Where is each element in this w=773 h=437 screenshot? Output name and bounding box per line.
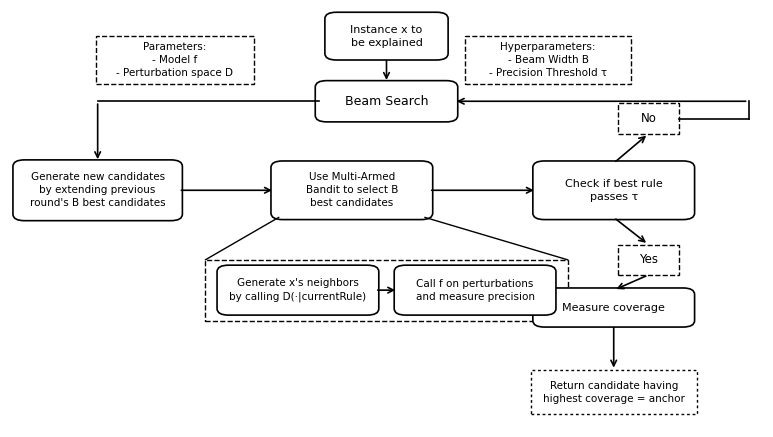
FancyBboxPatch shape (325, 12, 448, 60)
Text: Use Multi-Armed
Bandit to select B
best candidates: Use Multi-Armed Bandit to select B best … (305, 172, 398, 208)
FancyBboxPatch shape (96, 36, 254, 84)
Text: Yes: Yes (638, 253, 658, 266)
FancyBboxPatch shape (465, 36, 631, 84)
FancyBboxPatch shape (533, 288, 695, 327)
Text: Measure coverage: Measure coverage (562, 302, 665, 312)
Text: Check if best rule
passes τ: Check if best rule passes τ (565, 179, 662, 202)
FancyBboxPatch shape (394, 265, 556, 315)
FancyBboxPatch shape (315, 81, 458, 122)
Text: Call f on perturbations
and measure precision: Call f on perturbations and measure prec… (416, 278, 535, 302)
Text: Generate new candidates
by extending previous
round's B best candidates: Generate new candidates by extending pre… (30, 172, 165, 208)
FancyBboxPatch shape (618, 104, 679, 134)
Text: Generate x's neighbors
by calling D(·|currentRule): Generate x's neighbors by calling D(·|cu… (230, 278, 366, 302)
Text: Beam Search: Beam Search (345, 95, 428, 108)
FancyBboxPatch shape (217, 265, 379, 315)
Text: No: No (641, 112, 656, 125)
Text: Parameters:
- Model f
- Perturbation space D: Parameters: - Model f - Perturbation spa… (116, 42, 233, 78)
FancyBboxPatch shape (618, 245, 679, 275)
FancyBboxPatch shape (531, 371, 696, 414)
FancyBboxPatch shape (533, 161, 695, 219)
Text: Hyperparameters:
- Beam Width B
- Precision Threshold τ: Hyperparameters: - Beam Width B - Precis… (489, 42, 608, 78)
FancyBboxPatch shape (271, 161, 433, 219)
FancyBboxPatch shape (206, 260, 567, 321)
Text: Return candidate having
highest coverage = anchor: Return candidate having highest coverage… (543, 381, 685, 404)
Text: Instance x to
be explained: Instance x to be explained (350, 24, 423, 48)
FancyBboxPatch shape (13, 160, 182, 221)
